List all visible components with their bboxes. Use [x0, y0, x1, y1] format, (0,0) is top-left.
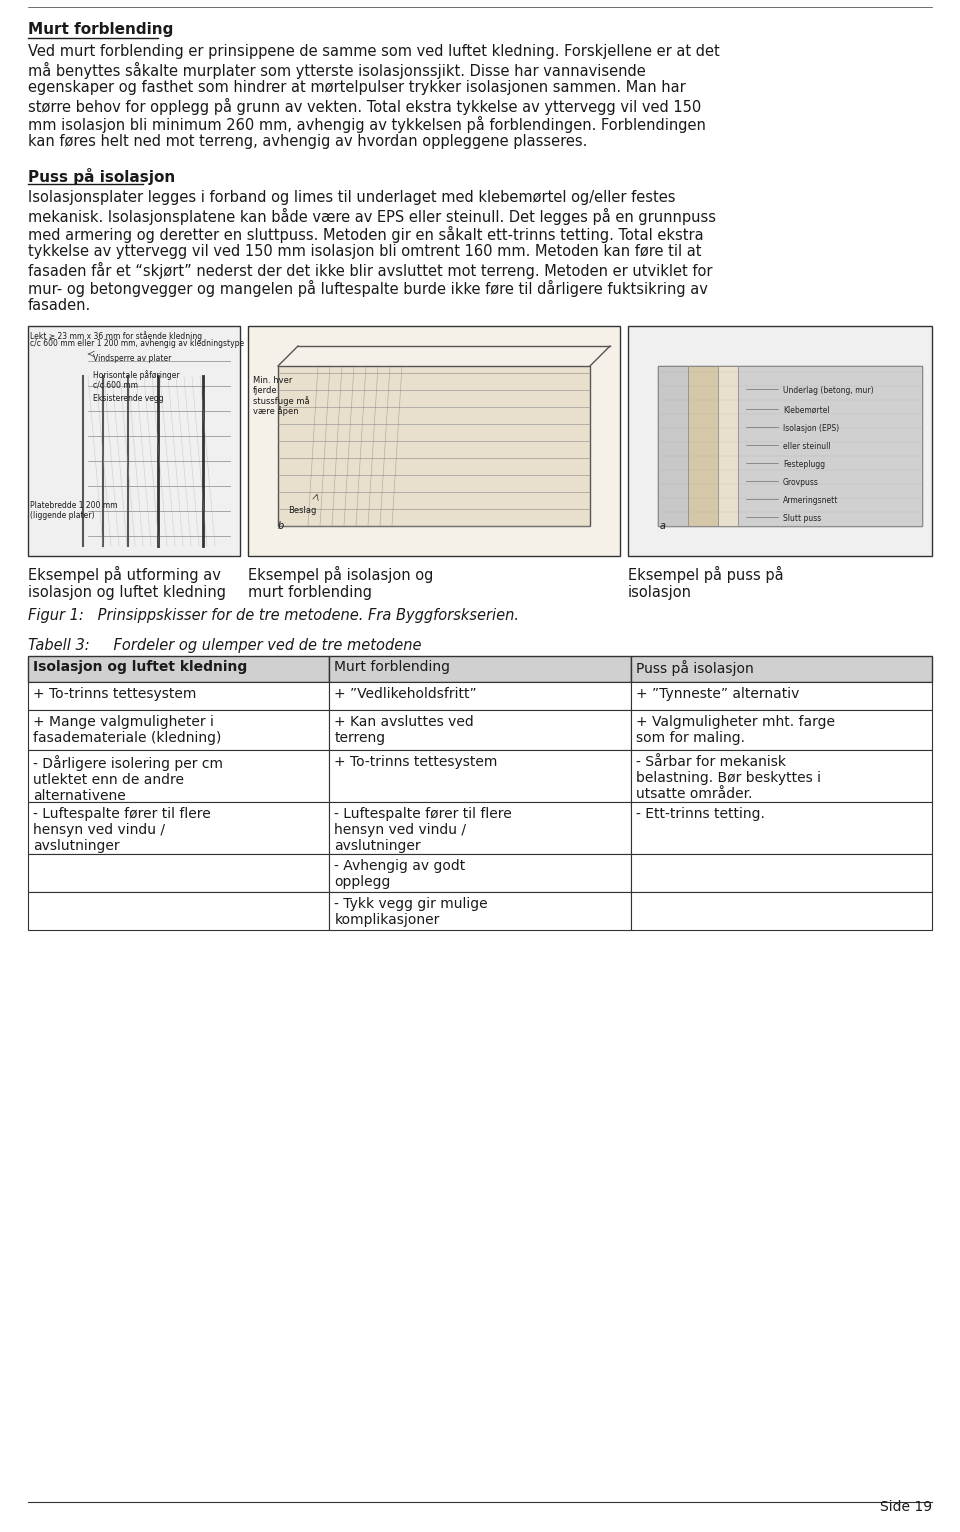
Text: - Tykk vegg gir mulige
komplikasjoner: - Tykk vegg gir mulige komplikasjoner [334, 898, 488, 927]
Text: Horisontale påføringer: Horisontale påføringer [93, 371, 180, 380]
Text: Platebredde 1 200 mm: Platebredde 1 200 mm [30, 501, 117, 510]
Bar [631, 682, 932, 709]
Text: Eksempel på utforming av
isolasjon og luftet kledning: Eksempel på utforming av isolasjon og lu… [28, 565, 226, 601]
Text: - Dårligere isolering per cm
utlektet enn de andre
alternativene: - Dårligere isolering per cm utlektet en… [33, 755, 223, 803]
Bar [631, 801, 932, 853]
Text: mur- og betongvegger og mangelen på luftespalte burde ikke føre til dårligere fu: mur- og betongvegger og mangelen på luft… [28, 280, 708, 297]
Bar [688, 366, 718, 525]
Text: være åpen: være åpen [253, 406, 299, 415]
Bar [658, 366, 688, 525]
Bar [631, 892, 932, 930]
Bar [329, 682, 631, 709]
Text: mm isolasjon bli minimum 260 mm, avhengig av tykkelsen på forblendingen. Forblen: mm isolasjon bli minimum 260 mm, avhengi… [28, 116, 706, 133]
Bar [28, 656, 329, 682]
Text: Eksempel på puss på
isolasjon: Eksempel på puss på isolasjon [628, 565, 783, 601]
Text: c/c 600 mm eller 1 200 mm, avhengig av kledningstype: c/c 600 mm eller 1 200 mm, avhengig av k… [30, 339, 244, 348]
Text: (liggende plater): (liggende plater) [30, 512, 94, 519]
Text: Ved murt forblending er prinsippene de samme som ved luftet kledning. Forskjelle: Ved murt forblending er prinsippene de s… [28, 44, 720, 60]
Bar [28, 326, 240, 556]
Text: - Sårbar for mekanisk
belastning. Bør beskyttes i
utsatte områder.: - Sårbar for mekanisk belastning. Bør be… [636, 755, 821, 801]
Bar [28, 853, 329, 892]
Bar [28, 892, 329, 930]
Text: kan føres helt ned mot terreng, avhengig av hvordan oppleggene plasseres.: kan føres helt ned mot terreng, avhengig… [28, 133, 588, 149]
Bar [631, 751, 932, 801]
Bar [28, 751, 329, 801]
Text: - Luftespalte fører til flere
hensyn ved vindu /
avslutninger: - Luftespalte fører til flere hensyn ved… [33, 807, 211, 853]
Text: Slutt puss: Slutt puss [783, 515, 821, 522]
Bar [248, 326, 620, 556]
Text: må benyttes såkalte murplater som ytterste isolasjonssjikt. Disse har vannavisen: må benyttes såkalte murplater som ytters… [28, 61, 646, 80]
Bar [329, 853, 631, 892]
Text: tykkelse av yttervegg vil ved 150 mm isolasjon bli omtrent 160 mm. Metoden kan f: tykkelse av yttervegg vil ved 150 mm iso… [28, 244, 702, 259]
Polygon shape [658, 366, 922, 525]
Text: - Luftespalte fører til flere
hensyn ved vindu /
avslutninger: - Luftespalte fører til flere hensyn ved… [334, 807, 512, 853]
Text: + To-trinns tettesystem: + To-trinns tettesystem [334, 755, 497, 769]
Text: + Valgmuligheter mht. farge
som for maling.: + Valgmuligheter mht. farge som for mali… [636, 715, 834, 745]
Text: større behov for opplegg på grunn av vekten. Total ekstra tykkelse av yttervegg : større behov for opplegg på grunn av vek… [28, 98, 701, 115]
Text: med armering og deretter en sluttpuss. Metoden gir en såkalt ett-trinns tetting.: med armering og deretter en sluttpuss. M… [28, 227, 704, 244]
Text: Murt forblending: Murt forblending [334, 660, 450, 674]
Text: Min. hver: Min. hver [253, 375, 293, 385]
Polygon shape [278, 366, 590, 525]
Text: Armeringsnett: Armeringsnett [783, 496, 838, 506]
Bar [329, 892, 631, 930]
Text: Lekt ≥ 23 mm x 36 mm for stående kledning: Lekt ≥ 23 mm x 36 mm for stående klednin… [30, 331, 203, 342]
Text: Isolasjon og luftet kledning: Isolasjon og luftet kledning [33, 660, 248, 674]
Bar [718, 366, 738, 525]
Text: Tabell 3:   Fordeler og ulemper ved de tre metodene: Tabell 3: Fordeler og ulemper ved de tre… [28, 637, 421, 653]
Text: + To-trinns tettesystem: + To-trinns tettesystem [33, 686, 197, 702]
Text: - Avhengig av godt
opplegg: - Avhengig av godt opplegg [334, 859, 466, 889]
Bar [738, 366, 922, 525]
Text: Festeplugg: Festeplugg [783, 460, 826, 469]
Text: - Ett-trinns tetting.: - Ett-trinns tetting. [636, 807, 764, 821]
Text: Puss på isolasjon: Puss på isolasjon [636, 660, 754, 676]
Text: eller steinull: eller steinull [783, 443, 830, 450]
Text: Grovpuss: Grovpuss [783, 478, 819, 487]
Text: Underlag (betong, mur): Underlag (betong, mur) [783, 386, 874, 395]
Text: Figur 1:   Prinsippskisser for de tre metodene. Fra Byggforskserien.: Figur 1: Prinsippskisser for de tre meto… [28, 608, 519, 624]
Bar [28, 801, 329, 853]
Text: Eksisterende vegg: Eksisterende vegg [93, 394, 163, 403]
Text: Beslag: Beslag [288, 506, 317, 515]
Text: c/c 600 mm: c/c 600 mm [93, 380, 138, 389]
Bar [28, 709, 329, 751]
Text: mekanisk. Isolasjonsplatene kan både være av EPS eller steinull. Det legges på e: mekanisk. Isolasjonsplatene kan både vær… [28, 208, 716, 225]
Text: + Mange valgmuligheter i
fasademateriale (kledning): + Mange valgmuligheter i fasademateriale… [33, 715, 222, 745]
Text: b: b [278, 521, 284, 532]
Text: egenskaper og fasthet som hindrer at mørtelpulser trykker isolasjonen sammen. Ma: egenskaper og fasthet som hindrer at mør… [28, 80, 685, 95]
Text: + Kan avsluttes ved
terreng: + Kan avsluttes ved terreng [334, 715, 474, 745]
Bar [28, 682, 329, 709]
Text: fjerde: fjerde [253, 386, 277, 395]
Bar [329, 656, 631, 682]
Text: Side 19: Side 19 [880, 1500, 932, 1514]
Text: stussfuge må: stussfuge må [253, 395, 310, 406]
Bar [329, 801, 631, 853]
Bar [631, 709, 932, 751]
Text: + ”Tynneste” alternativ: + ”Tynneste” alternativ [636, 686, 799, 702]
Bar [631, 656, 932, 682]
Text: Murt forblending: Murt forblending [28, 21, 174, 37]
Text: + ”Vedlikeholdsfritt”: + ”Vedlikeholdsfritt” [334, 686, 477, 702]
Text: Isolasjonsplater legges i forband og limes til underlaget med klebemørtel og/ell: Isolasjonsplater legges i forband og lim… [28, 190, 676, 205]
Text: Vindsperre av plater: Vindsperre av plater [93, 354, 172, 363]
Text: Klebemørtel: Klebemørtel [783, 406, 829, 415]
Bar [631, 853, 932, 892]
Text: Puss på isolasjon: Puss på isolasjon [28, 169, 176, 185]
Bar [628, 326, 932, 556]
Bar [329, 709, 631, 751]
Text: fasaden får et “skjørt” nederst der det ikke blir avsluttet mot terreng. Metoden: fasaden får et “skjørt” nederst der det … [28, 262, 712, 279]
Text: fasaden.: fasaden. [28, 299, 91, 313]
Text: Isolasjon (EPS): Isolasjon (EPS) [783, 424, 839, 434]
Text: a: a [660, 521, 666, 532]
Bar [329, 751, 631, 801]
Text: Eksempel på isolasjon og
murt forblending: Eksempel på isolasjon og murt forblendin… [248, 565, 433, 601]
